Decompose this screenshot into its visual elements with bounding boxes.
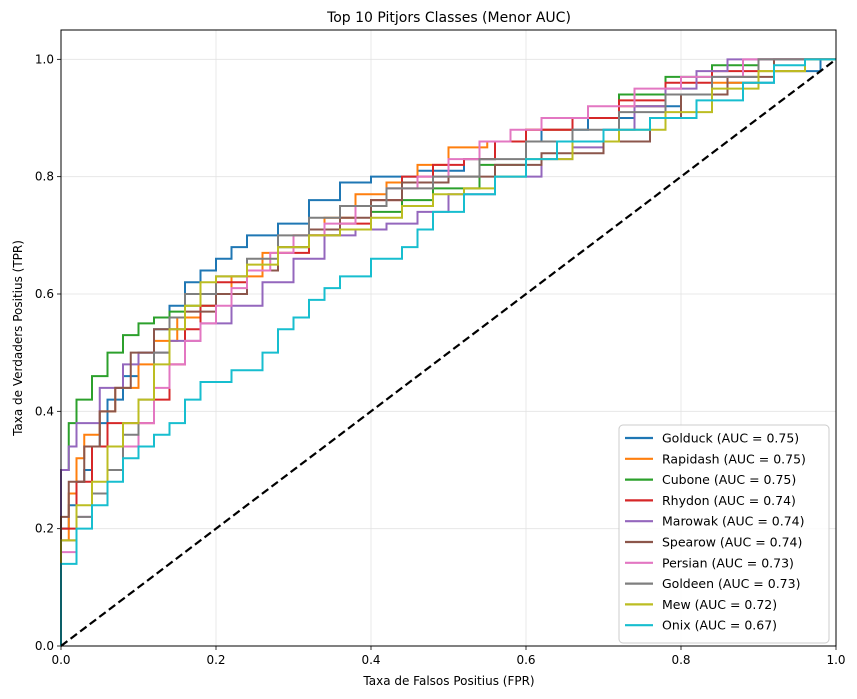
y-tick-label: 0.6 — [35, 287, 54, 301]
roc-curve-series-8 — [60, 58, 836, 646]
legend-label: Marowak (AUC = 0.74) — [662, 514, 805, 529]
legend-frame — [618, 424, 830, 644]
y-tick-label: 0.0 — [35, 639, 54, 653]
legend: Golduck (AUC = 0.75) Rapidash (AUC = 0.75… — [618, 424, 830, 644]
legend-label: Goldeen (AUC = 0.73) — [662, 576, 800, 591]
legend-label: Golduck (AUC = 0.75) — [662, 431, 799, 446]
legend-label: Persian (AUC = 0.73) — [662, 555, 794, 570]
roc-curve-series-9 — [60, 58, 836, 646]
x-axis-label: Taxa de Falsos Positius (FPR) — [362, 674, 534, 688]
chart-title: Top 10 Pitjors Classes (Menor AUC) — [326, 10, 571, 26]
x-tick-label: 0.8 — [671, 653, 690, 667]
x-tick-label: 0.4 — [361, 653, 380, 667]
x-tick-label: 0.2 — [206, 653, 225, 667]
x-tick-label: 0.6 — [516, 653, 535, 667]
plot-area-frame — [60, 29, 837, 647]
legend-label: Onix (AUC = 0.67) — [662, 618, 777, 633]
y-tick-label: 0.2 — [35, 522, 54, 536]
roc-curve-series-4 — [60, 58, 836, 646]
y-tick-label: 1.0 — [35, 52, 54, 66]
legend-label: Rhydon (AUC = 0.74) — [662, 493, 796, 508]
y-tick-label: 0.4 — [35, 404, 54, 418]
chance-diagonal — [60, 58, 837, 647]
x-tick-label: 1.0 — [826, 653, 845, 667]
y-axis-label: Taxa de Verdaders Positius (TPR) — [11, 240, 25, 437]
y-tick-label: 0.8 — [35, 170, 54, 184]
legend-label: Mew (AUC = 0.72) — [662, 597, 777, 612]
legend-label: Rapidash (AUC = 0.75) — [662, 451, 806, 466]
legend-label: Spearow (AUC = 0.74) — [662, 535, 802, 550]
roc-curves — [60, 58, 836, 646]
legend-label: Cubone (AUC = 0.75) — [662, 472, 796, 487]
axis-ticks: 0.0 0.2 0.4 0.6 0.8 1.0 0.0 0.2 0.4 0.6 0.8 1.0 — [35, 52, 846, 667]
x-tick-label: 0.0 — [51, 653, 70, 667]
